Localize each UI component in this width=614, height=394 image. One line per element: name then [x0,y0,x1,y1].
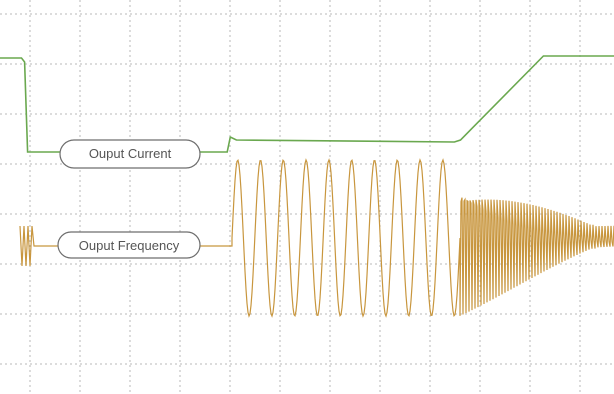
current-label: Ouput Current [89,146,172,161]
current-label-callout: Ouput Current [59,139,201,169]
frequency-label-callout: Ouput Frequency [57,231,201,259]
traces [0,55,614,318]
frequency-label: Ouput Frequency [79,238,180,253]
output-current-trace [0,55,614,153]
